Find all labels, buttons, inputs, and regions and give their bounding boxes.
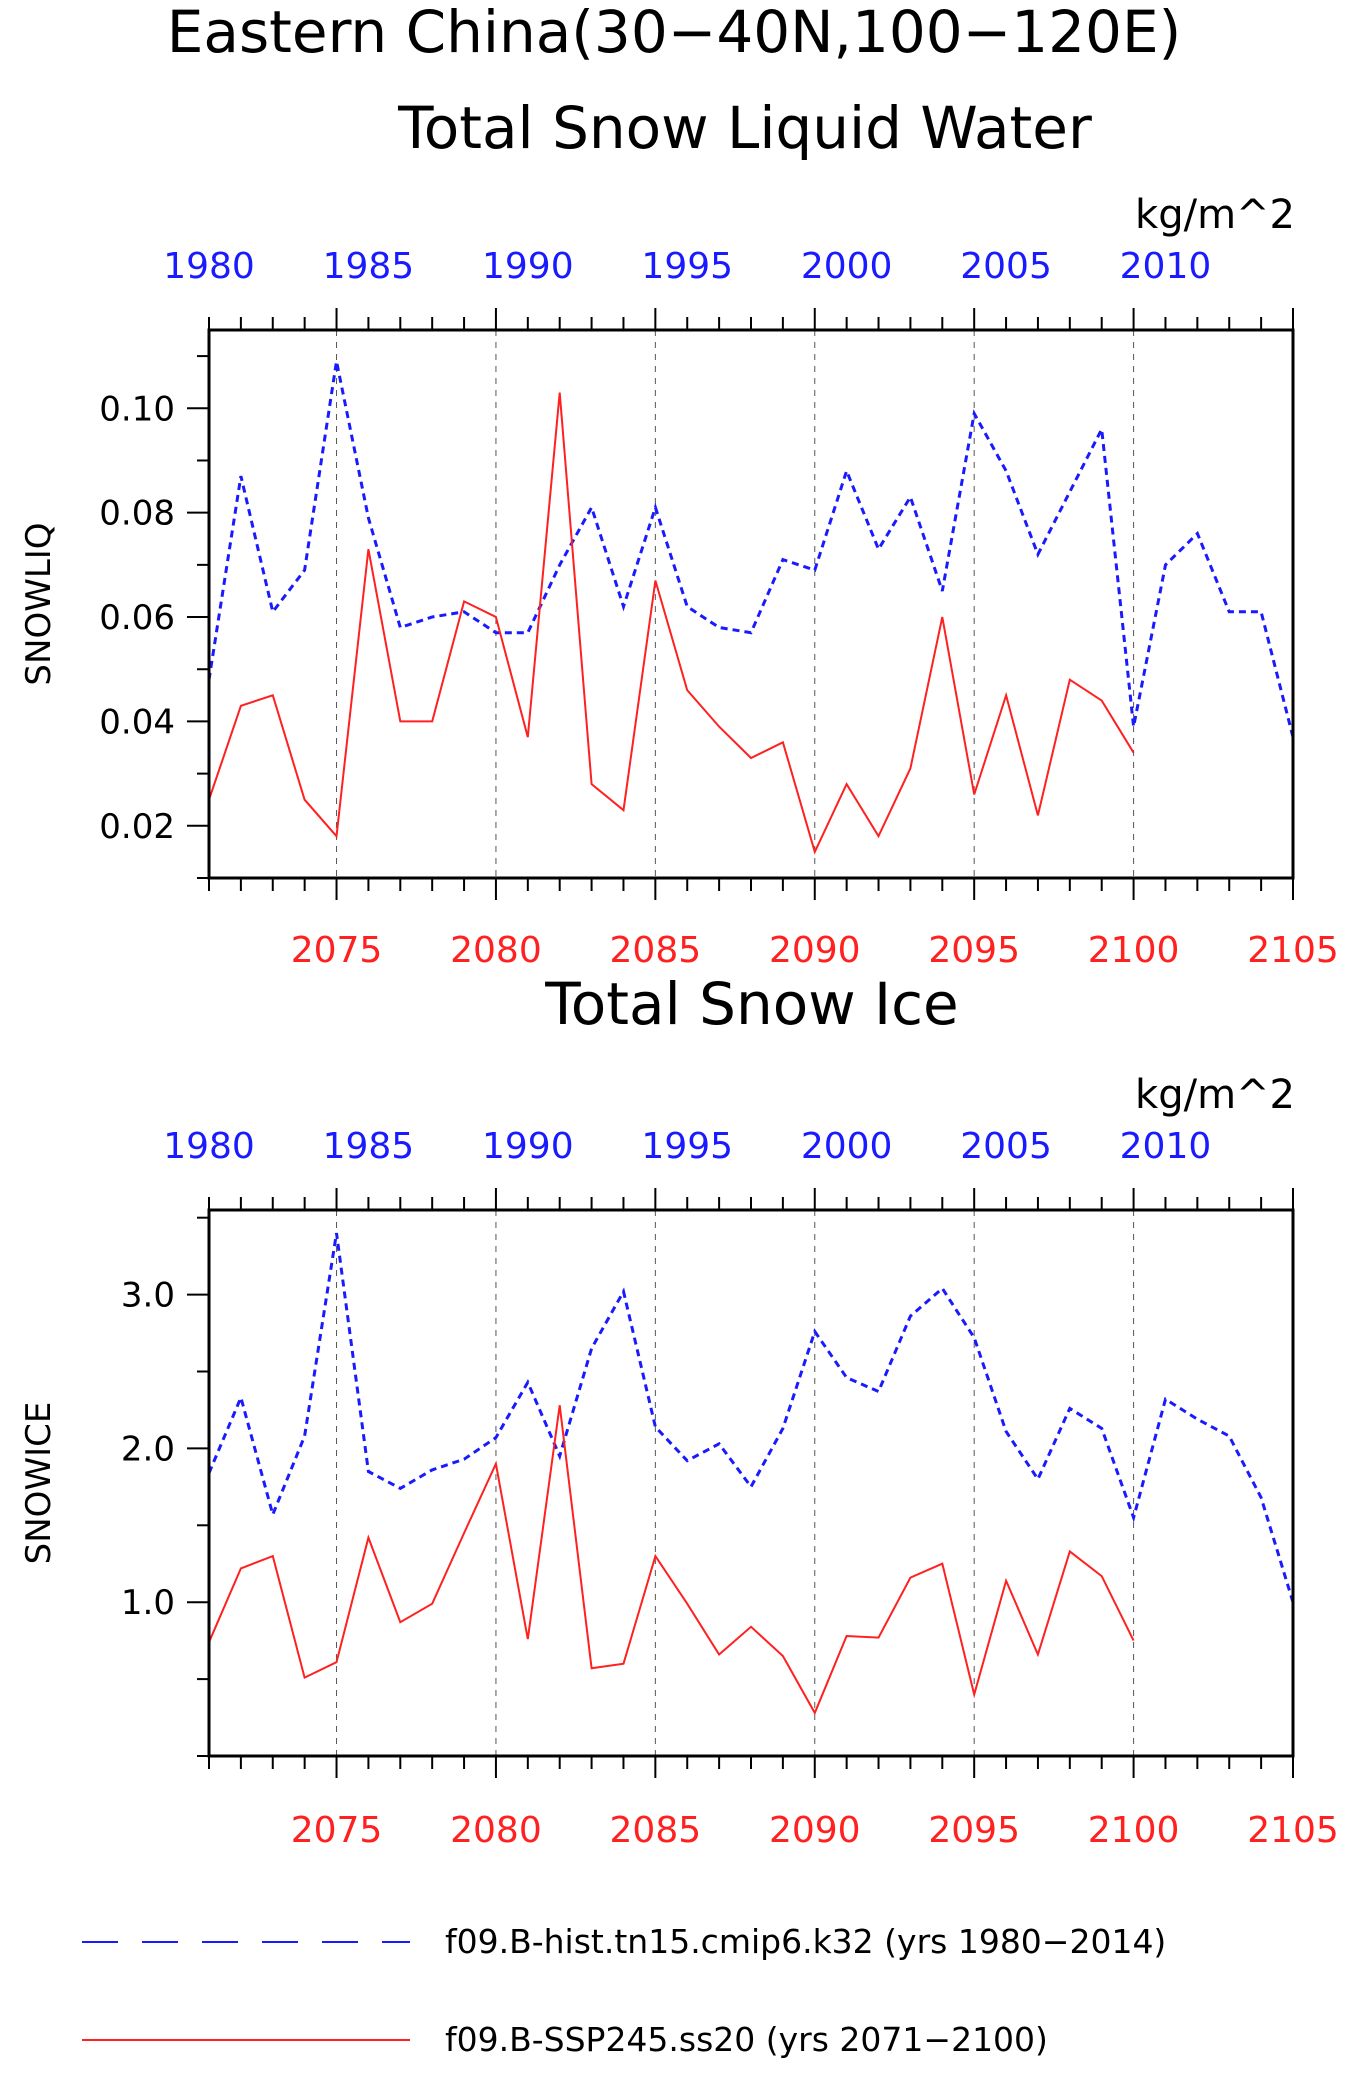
x-top-tick-label: 2010 — [1120, 246, 1212, 287]
x-bottom-tick-label: 2100 — [1088, 1810, 1180, 1851]
y-tick-label: 0.02 — [99, 807, 175, 847]
ssp-series-line — [208, 392, 1135, 855]
y-tick-label: 1.0 — [121, 1583, 175, 1623]
x-top-tick-label: 1990 — [482, 1126, 574, 1167]
x-bottom-tick-label: 2080 — [450, 1810, 542, 1851]
x-top-tick-label: 2000 — [801, 1126, 893, 1167]
panel-2-title: Total Snow Ice — [544, 970, 959, 1038]
x-top-tick-label: 2010 — [1120, 1126, 1212, 1167]
x-bottom-tick-label: 2095 — [928, 1810, 1020, 1851]
y-axis-label: SNOWLIQ — [19, 522, 59, 685]
x-top-tick-label: 2000 — [801, 246, 893, 287]
y-tick-label: 3.0 — [121, 1276, 175, 1316]
x-bottom-tick-label: 2075 — [291, 930, 383, 971]
x-bottom-tick-label: 2095 — [928, 930, 1020, 971]
x-top-tick-label: 1995 — [641, 246, 733, 287]
hist-series-line — [207, 361, 1295, 738]
x-bottom-tick-label: 2080 — [450, 930, 542, 971]
x-bottom-tick-label: 2105 — [1247, 1810, 1339, 1851]
x-bottom-tick-label: 2085 — [610, 1810, 702, 1851]
hist-series-line — [207, 1232, 1295, 1603]
x-top-tick-label: 1980 — [163, 1126, 255, 1167]
y-tick-label: 0.06 — [99, 598, 175, 638]
plot-frame — [207, 328, 1295, 880]
x-bottom-tick-label: 2090 — [769, 1810, 861, 1851]
units-label: kg/m^2 — [1135, 1072, 1295, 1118]
x-bottom-tick-label: 2085 — [610, 930, 702, 971]
x-bottom-tick-label: 2090 — [769, 930, 861, 971]
legend-hist-label: f09.B-hist.tn15.cmip6.k32 (yrs 1980−2014… — [445, 1922, 1166, 1961]
y-tick-label: 2.0 — [121, 1429, 175, 1469]
ssp-series-line — [208, 1405, 1135, 1716]
x-bottom-tick-label: 2075 — [291, 1810, 383, 1851]
legend: f09.B-hist.tn15.cmip6.k32 (yrs 1980−2014… — [82, 1922, 1166, 2059]
legend-ssp-label: f09.B-SSP245.ss20 (yrs 2071−2100) — [445, 2020, 1048, 2059]
x-top-tick-label: 2005 — [960, 1126, 1052, 1167]
x-bottom-tick-label: 2100 — [1088, 930, 1180, 971]
figure-title: Eastern China(30−40N,100−120E) — [167, 0, 1181, 66]
x-top-tick-label: 1990 — [482, 246, 574, 287]
x-top-tick-label: 1985 — [323, 246, 415, 287]
x-top-tick-label: 2005 — [960, 246, 1052, 287]
y-axis-label: SNOWICE — [19, 1402, 59, 1565]
y-tick-label: 0.04 — [99, 702, 175, 742]
plot-frame — [207, 1208, 1295, 1758]
snowliq-panel: 0.02 0.04 0.06 0.08 0.10 SNOWLIQ kg/m^2 1980 198… — [19, 192, 1339, 971]
panel-1-title: Total Snow Liquid Water — [397, 94, 1092, 162]
x-top-tick-label: 1980 — [163, 246, 255, 287]
x-top-tick-label: 1985 — [323, 1126, 415, 1167]
y-tick-label: 0.10 — [99, 389, 175, 429]
x-bottom-tick-label: 2105 — [1247, 930, 1339, 971]
y-tick-label: 0.08 — [99, 494, 175, 534]
units-label: kg/m^2 — [1135, 192, 1295, 238]
snowice-panel: 1.0 2.0 3.0 SNOWICE kg/m^2 1980 1985 1990 1995 20… — [19, 1072, 1339, 1851]
x-top-tick-label: 1995 — [641, 1126, 733, 1167]
